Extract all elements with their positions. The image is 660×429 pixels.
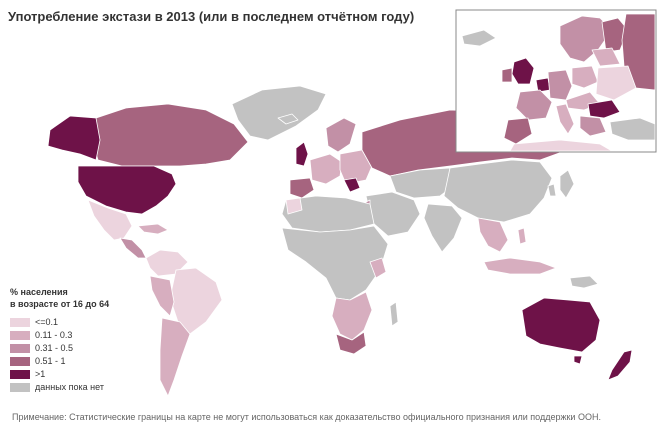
inset-baltics [591, 47, 621, 67]
region-peru-bolivia [149, 275, 175, 317]
region-philippines [517, 227, 527, 245]
region-east-africa [369, 257, 387, 279]
inset-ireland [501, 67, 513, 83]
inset-france [515, 89, 553, 121]
legend-heading-line2: в возрасте от 16 до 64 [10, 299, 110, 309]
legend-label: 0.11 - 0.3 [35, 330, 73, 341]
legend-swatch [10, 330, 30, 340]
region-southern-cone [159, 317, 191, 397]
region-greenland [231, 85, 327, 141]
region-usa [77, 165, 177, 215]
region-china [443, 159, 553, 223]
legend-label: 0.31 - 0.5 [35, 343, 74, 354]
region-alaska [47, 115, 101, 161]
region-central-america [119, 237, 147, 259]
inset-iberia [503, 117, 533, 145]
region-caribbean [137, 223, 169, 235]
inset-germany [547, 69, 573, 101]
legend-item: 0.51 - 1 [10, 355, 109, 368]
legend-label: данных пока нет [35, 382, 104, 393]
legend: % населения в возрасте от 16 до 64 <=0.1… [10, 286, 109, 394]
inset-poland [571, 65, 599, 89]
region-balkans [343, 177, 361, 193]
region-iberia [289, 177, 315, 199]
region-australia [521, 297, 601, 353]
region-indonesia [483, 257, 557, 275]
inset-belarus-ukraine [595, 65, 637, 101]
region-uk [295, 141, 309, 167]
inset-hungary-romania [587, 99, 621, 119]
region-png [569, 275, 599, 289]
legend-swatch [10, 317, 30, 327]
region-middle-east [365, 191, 421, 237]
legend-item: данных пока нет [10, 381, 109, 394]
legend-label: >1 [35, 369, 46, 380]
legend-item: <=0.1 [10, 316, 109, 329]
region-tasmania [573, 355, 583, 365]
region-canada [91, 103, 249, 167]
legend-label: <=0.1 [35, 317, 59, 328]
region-north-africa [281, 195, 375, 233]
region-western-europe [309, 153, 343, 185]
legend-item: 0.31 - 0.5 [10, 342, 109, 355]
legend-swatch [10, 369, 30, 379]
legend-item: >1 [10, 368, 109, 381]
region-scandinavia [325, 117, 357, 153]
region-iceland [277, 113, 299, 125]
region-central-africa [281, 225, 389, 301]
region-southeast-asia [477, 217, 509, 253]
region-southern-africa [331, 291, 373, 341]
region-morocco [285, 197, 303, 215]
legend-swatch [10, 382, 30, 392]
inset-north-africa [509, 139, 613, 152]
region-south-africa [335, 331, 367, 355]
inset-iceland [461, 29, 497, 47]
region-india [423, 203, 463, 253]
region-japan [559, 169, 575, 199]
page-title: Употребление экстази в 2013 (или в после… [8, 9, 415, 24]
region-new-zealand [607, 349, 633, 381]
legend-swatch [10, 343, 30, 353]
region-madagascar [389, 301, 399, 327]
inset-balkans [579, 115, 607, 137]
inset-turkey [609, 117, 656, 141]
footnote: Примечание: Статистические границы на ка… [12, 412, 601, 422]
legend-swatch [10, 356, 30, 366]
europe-inset [455, 9, 657, 153]
region-mexico [87, 199, 133, 241]
legend-heading-line1: % населения [10, 287, 68, 297]
legend-item: 0.11 - 0.3 [10, 329, 109, 342]
inset-italy [555, 103, 575, 135]
legend-label: 0.51 - 1 [35, 356, 66, 367]
region-korea [547, 183, 557, 197]
